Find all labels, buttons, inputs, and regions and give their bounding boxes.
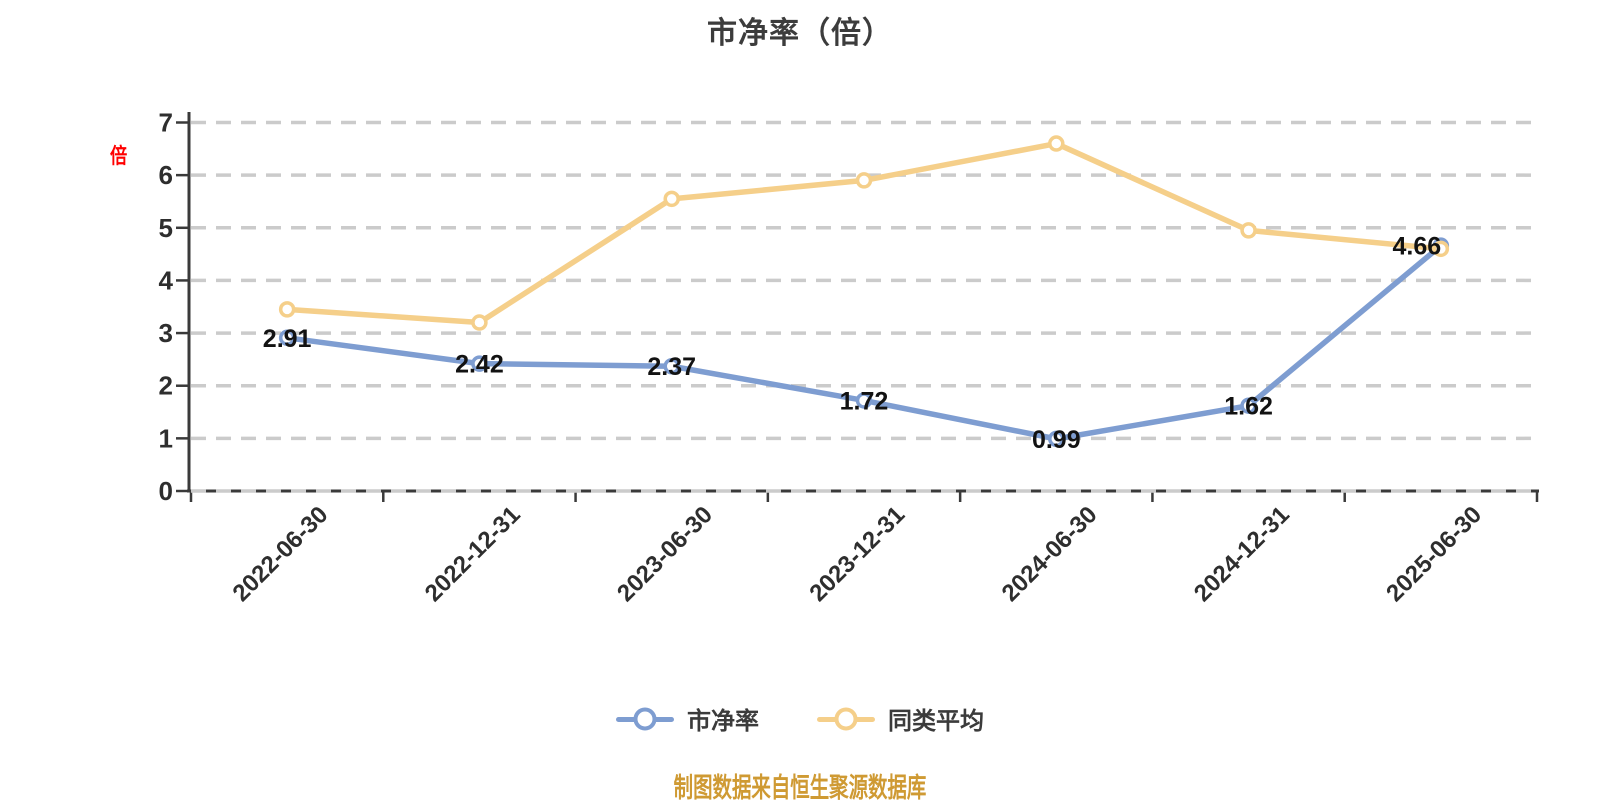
data-point[interactable] <box>278 329 296 347</box>
data-point[interactable] <box>855 172 873 189</box>
value-label: 0.99 <box>1032 426 1081 454</box>
y-tick-label: 2 <box>159 371 173 401</box>
chart-title: 市净率（倍） <box>707 17 893 50</box>
line-chart-canvas: 0 1 2 3 4 5 6 7 2022-06-30 2022-12-31 2023-06-30 20… <box>159 108 1539 607</box>
data-point[interactable] <box>278 301 296 318</box>
data-point[interactable] <box>1240 397 1257 414</box>
data-point[interactable] <box>1048 135 1065 152</box>
chart-legend: 市净率 同类平均 <box>0 701 1600 736</box>
value-label: 2.42 <box>455 351 504 379</box>
data-point[interactable] <box>663 357 680 375</box>
value-label: 2.91 <box>263 325 312 353</box>
x-tick-label: 2022-12-31 <box>420 501 526 607</box>
y-tick-label: 6 <box>159 160 173 190</box>
value-label: 4.66 <box>1393 233 1442 261</box>
x-tick-label: 2023-06-30 <box>612 501 718 607</box>
y-axis-unit-label: 倍 <box>110 145 128 168</box>
data-point[interactable] <box>471 355 488 372</box>
y-tick-label: 7 <box>159 108 173 138</box>
legend-item-pbr[interactable]: 市净率 <box>616 701 759 736</box>
legend-item-peer-average[interactable]: 同类平均 <box>817 701 984 736</box>
line-chart-plot-area: 0 1 2 3 4 5 6 7 2022-06-30 2022-12-31 2023-06-30 20… <box>159 108 1539 607</box>
x-tick-label: 2025-06-30 <box>1381 501 1487 607</box>
data-point[interactable] <box>663 190 680 208</box>
value-label: 1.62 <box>1224 393 1273 421</box>
legend-label-pbr: 市净率 <box>687 708 759 735</box>
data-point[interactable] <box>1240 222 1257 239</box>
data-point[interactable] <box>1048 430 1065 448</box>
data-point[interactable] <box>471 314 488 331</box>
x-tick-label: 2024-06-30 <box>997 501 1103 607</box>
x-tick-label: 2024-12-31 <box>1189 501 1295 607</box>
y-tick-label: 4 <box>159 265 174 295</box>
series-line-1[interactable] <box>284 140 1444 326</box>
pbr-legend-marker-icon <box>616 707 674 730</box>
data-point[interactable] <box>1432 240 1450 258</box>
x-tick-label: 2023-12-31 <box>804 501 910 607</box>
y-tick-label: 5 <box>159 213 173 243</box>
x-tick-label: 2022-06-30 <box>227 501 333 607</box>
y-tick-label: 3 <box>159 318 173 348</box>
y-tick-label: 0 <box>159 476 173 506</box>
data-point[interactable] <box>855 392 873 409</box>
peer-average-legend-marker-icon <box>817 707 875 730</box>
value-label: 1.72 <box>840 387 889 415</box>
y-tick-label: 1 <box>159 423 173 453</box>
legend-label-peer-average: 同类平均 <box>888 708 984 735</box>
data-source-note: 制图数据来自恒生聚源数据库 <box>673 773 927 803</box>
value-label: 2.37 <box>647 353 696 381</box>
